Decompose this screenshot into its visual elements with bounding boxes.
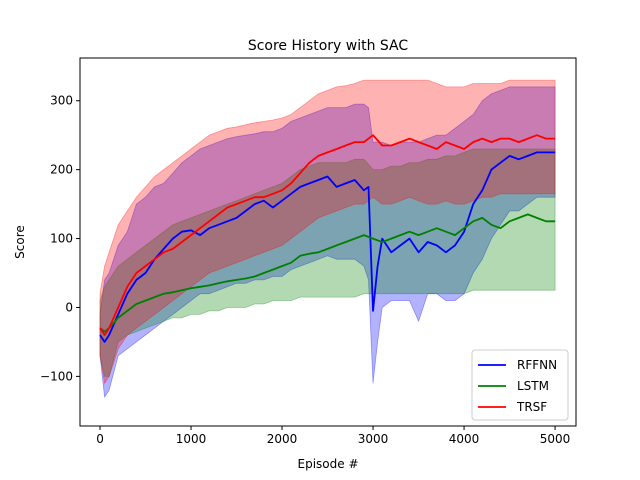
- y-tick-label: 300: [50, 94, 73, 108]
- y-tick-label: 100: [50, 232, 73, 246]
- x-axis-ticks: 0 1000 2000 3000 4000 5000: [96, 426, 570, 446]
- chart-title: Score History with SAC: [248, 38, 409, 54]
- x-tick-label: 0: [96, 432, 104, 446]
- x-tick-label: 3000: [358, 432, 389, 446]
- legend-label-lstm: LSTM: [517, 379, 549, 393]
- y-axis-label: Score: [13, 225, 27, 259]
- x-tick-label: 4000: [449, 432, 480, 446]
- y-tick-label: 200: [50, 163, 73, 177]
- line-lstm: [99, 213, 556, 333]
- series-lines: [99, 134, 556, 343]
- x-axis-label: Episode #: [298, 457, 359, 471]
- y-tick-label: −100: [40, 369, 73, 383]
- band-lstm: [99, 148, 556, 377]
- plot-area-frame: [79, 57, 577, 427]
- line-rffnn: [99, 151, 556, 343]
- confidence-bands: [99, 79, 556, 399]
- band-rffnn: [99, 86, 556, 399]
- y-axis-ticks: −100 0 100 200 300: [40, 94, 80, 383]
- legend: RFFNN LSTM TRSF: [471, 349, 569, 421]
- line-trsf: [99, 134, 556, 336]
- band-trsf: [99, 79, 556, 385]
- legend-box: [471, 349, 569, 421]
- x-tick-label: 2000: [267, 432, 298, 446]
- x-tick-label: 5000: [540, 432, 571, 446]
- y-tick-label: 0: [65, 300, 73, 314]
- x-tick-label: 1000: [176, 432, 207, 446]
- legend-label-trsf: TRSF: [516, 400, 547, 414]
- legend-label-rffnn: RFFNN: [517, 358, 557, 372]
